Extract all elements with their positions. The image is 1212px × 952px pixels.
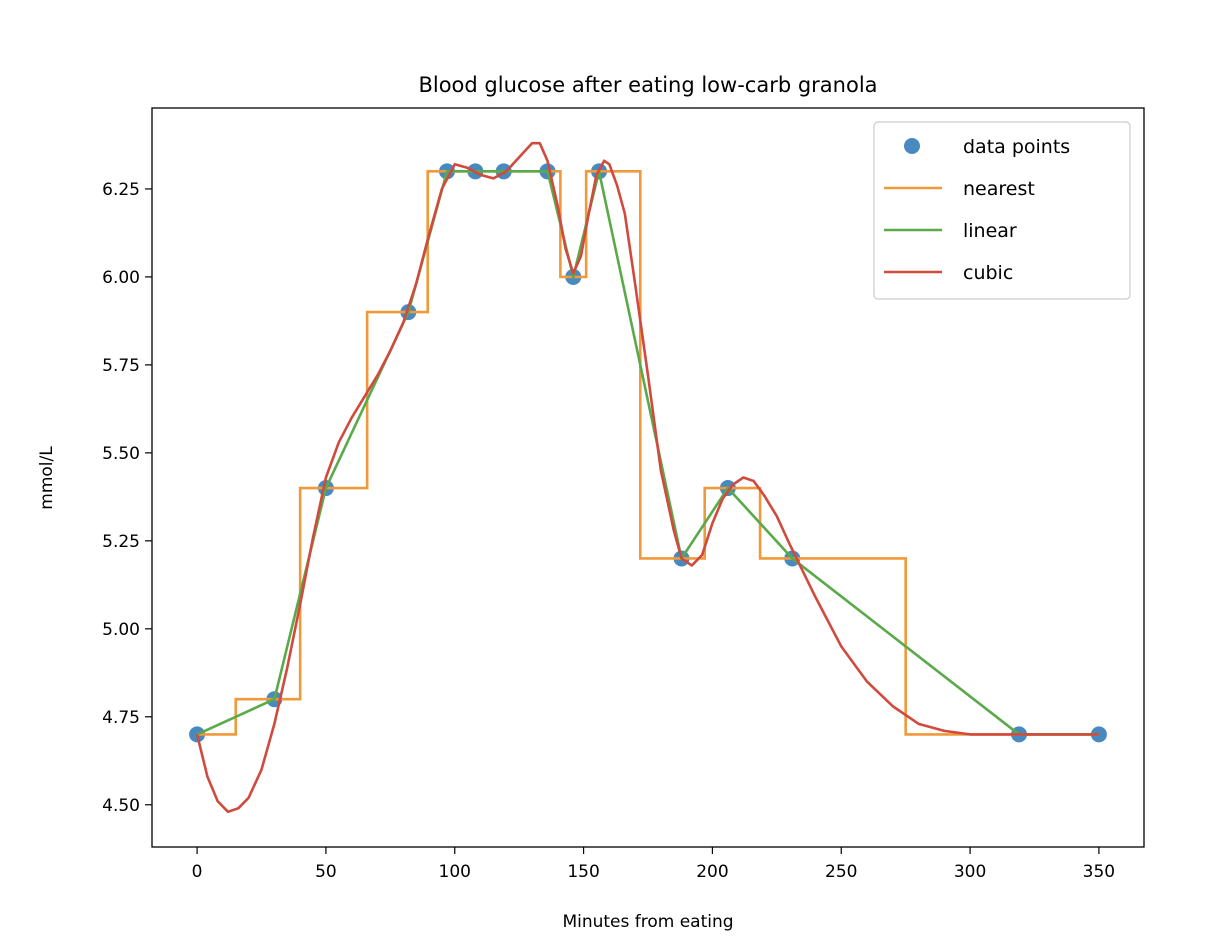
x-tick-label: 0	[192, 862, 203, 882]
legend-box	[873, 121, 1131, 300]
legend-marker-data-points	[904, 138, 920, 154]
legend-label: cubic	[963, 262, 1013, 284]
x-tick-label: 100	[439, 862, 471, 882]
x-tick-label: 350	[1083, 862, 1115, 882]
y-tick-label: 5.50	[102, 444, 140, 464]
x-axis-label: Minutes from eating	[562, 912, 733, 932]
legend-label: nearest	[963, 178, 1035, 200]
x-tick-label: 150	[567, 862, 599, 882]
axes-frame	[151, 107, 1145, 848]
x-tick-label: 50	[315, 862, 337, 882]
x-tick-label: 250	[825, 862, 857, 882]
plot-area	[189, 141, 1107, 814]
y-tick-label: 6.25	[102, 180, 140, 200]
series-cubic-line	[195, 141, 1099, 814]
series-linear-line	[196, 170, 1099, 736]
y-tick-label: 5.75	[102, 356, 140, 376]
x-tick-label: 300	[954, 862, 986, 882]
y-tick-label: 5.25	[102, 532, 140, 552]
chart-title: Blood glucose after eating low-carb gran…	[418, 73, 877, 97]
y-axis-label: mmol/L	[37, 446, 57, 510]
y-tick-label: 6.00	[102, 268, 140, 288]
legend-label: linear	[963, 220, 1017, 242]
x-axis: 0 50 100 150 200 250 300 350	[192, 847, 1115, 882]
y-tick-label: 5.00	[102, 620, 140, 640]
y-tick-label: 4.50	[102, 796, 140, 816]
y-axis: 4.50 4.75 5.00 5.25 5.50 5.75 6.00 6.25	[102, 180, 152, 816]
x-tick-label: 200	[696, 862, 728, 882]
legend: data points nearest linear cubic	[873, 121, 1131, 300]
y-tick-label: 4.75	[102, 708, 140, 728]
legend-label: data points	[963, 136, 1070, 158]
